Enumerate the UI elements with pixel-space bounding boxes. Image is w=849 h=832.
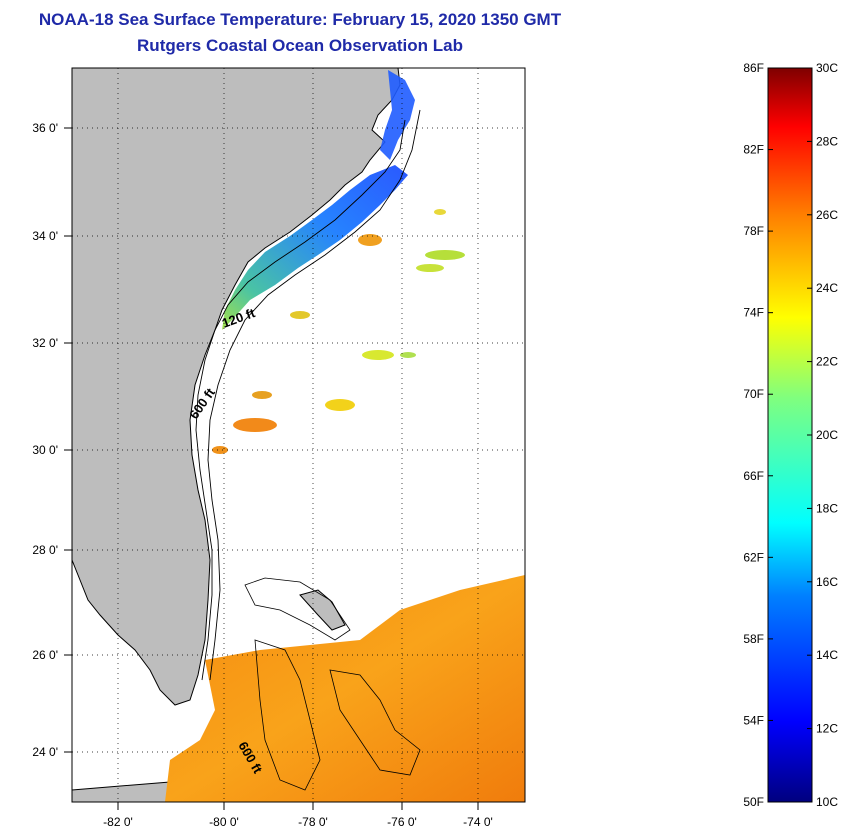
title-line1: NOAA-18 Sea Surface Temperature: Februar…: [38, 10, 562, 29]
colorbar-c-label: 24C: [816, 281, 838, 295]
map-area: 120 ft 600 ft 600 ft: [72, 68, 525, 802]
colorbar-f-label: 86F: [743, 61, 764, 75]
colorbar-c-label: 20C: [816, 428, 838, 442]
colorbar-f-label: 58F: [743, 632, 764, 646]
lat-label: 28 0': [32, 543, 58, 557]
colorbar-c-label: 14C: [816, 648, 838, 662]
colorbar-c-label: 30C: [816, 61, 838, 75]
isobath-600ft: [207, 109, 421, 681]
colorbar-ticks: [768, 67, 812, 803]
lon-label: -76 0': [387, 815, 417, 829]
scattered-sst-patches: [212, 209, 465, 454]
colorbar-c-label: 28C: [816, 134, 838, 148]
colorbar-c-label: 10C: [816, 795, 838, 809]
map-frame: [71, 67, 526, 803]
colorbar-c-label: 22C: [816, 355, 838, 369]
colorbar-fahrenheit-labels: 86F 82F 78F 74F 70F 66F 62F 58F 54F 50F: [743, 61, 764, 809]
colorbar-f-label: 70F: [743, 387, 764, 401]
lat-label: 24 0': [32, 745, 58, 759]
lon-label: -74 0': [463, 815, 493, 829]
bahamas-abaco: [299, 589, 346, 631]
colorbar-f-label: 74F: [743, 306, 764, 320]
land-mass: [72, 68, 401, 706]
lat-label: 26 0': [32, 648, 58, 662]
lon-label: -80 0': [209, 815, 239, 829]
colorbar-c-label: 18C: [816, 501, 838, 515]
colorbar-celsius-labels: 30C 28C 26C 24C 22C 20C 18C 16C 14C 12C 10C: [816, 61, 838, 809]
colorbar: 86F 82F 78F 74F 70F 66F 62F 58F 54F 50F 30C 28C 26C…: [743, 61, 838, 809]
colorbar-c-label: 26C: [816, 208, 838, 222]
latitude-labels: 36 0' 34 0' 32 0' 30 0' 28 0' 26 0' 24 0…: [32, 121, 58, 759]
lat-label: 36 0': [32, 121, 58, 135]
longitude-labels: -82 0' -80 0' -78 0' -76 0' -74 0': [103, 815, 493, 829]
colorbar-f-label: 54F: [743, 713, 764, 727]
colorbar-f-label: 62F: [743, 550, 764, 564]
colorbar-gradient: [767, 67, 813, 803]
cold-shelf-water: [222, 165, 408, 330]
frame-tick-marks: [64, 127, 479, 810]
warm-water-south: [165, 575, 525, 802]
colorbar-f-label: 50F: [743, 795, 764, 809]
lon-label: -82 0': [103, 815, 133, 829]
lat-label: 32 0': [32, 336, 58, 350]
colorbar-f-label: 66F: [743, 469, 764, 483]
lat-lon-grid: [72, 68, 525, 802]
outer-banks-water: [380, 70, 415, 160]
colorbar-f-label: 82F: [743, 143, 764, 157]
bahamas-contours: [244, 577, 421, 791]
colorbar-c-label: 12C: [816, 722, 838, 736]
lat-label: 30 0': [32, 443, 58, 457]
lat-label: 34 0': [32, 229, 58, 243]
title-line2: Rutgers Coastal Ocean Observation Lab: [137, 36, 463, 55]
lon-label: -78 0': [298, 815, 328, 829]
colorbar-c-label: 16C: [816, 575, 838, 589]
colorbar-f-label: 78F: [743, 224, 764, 238]
